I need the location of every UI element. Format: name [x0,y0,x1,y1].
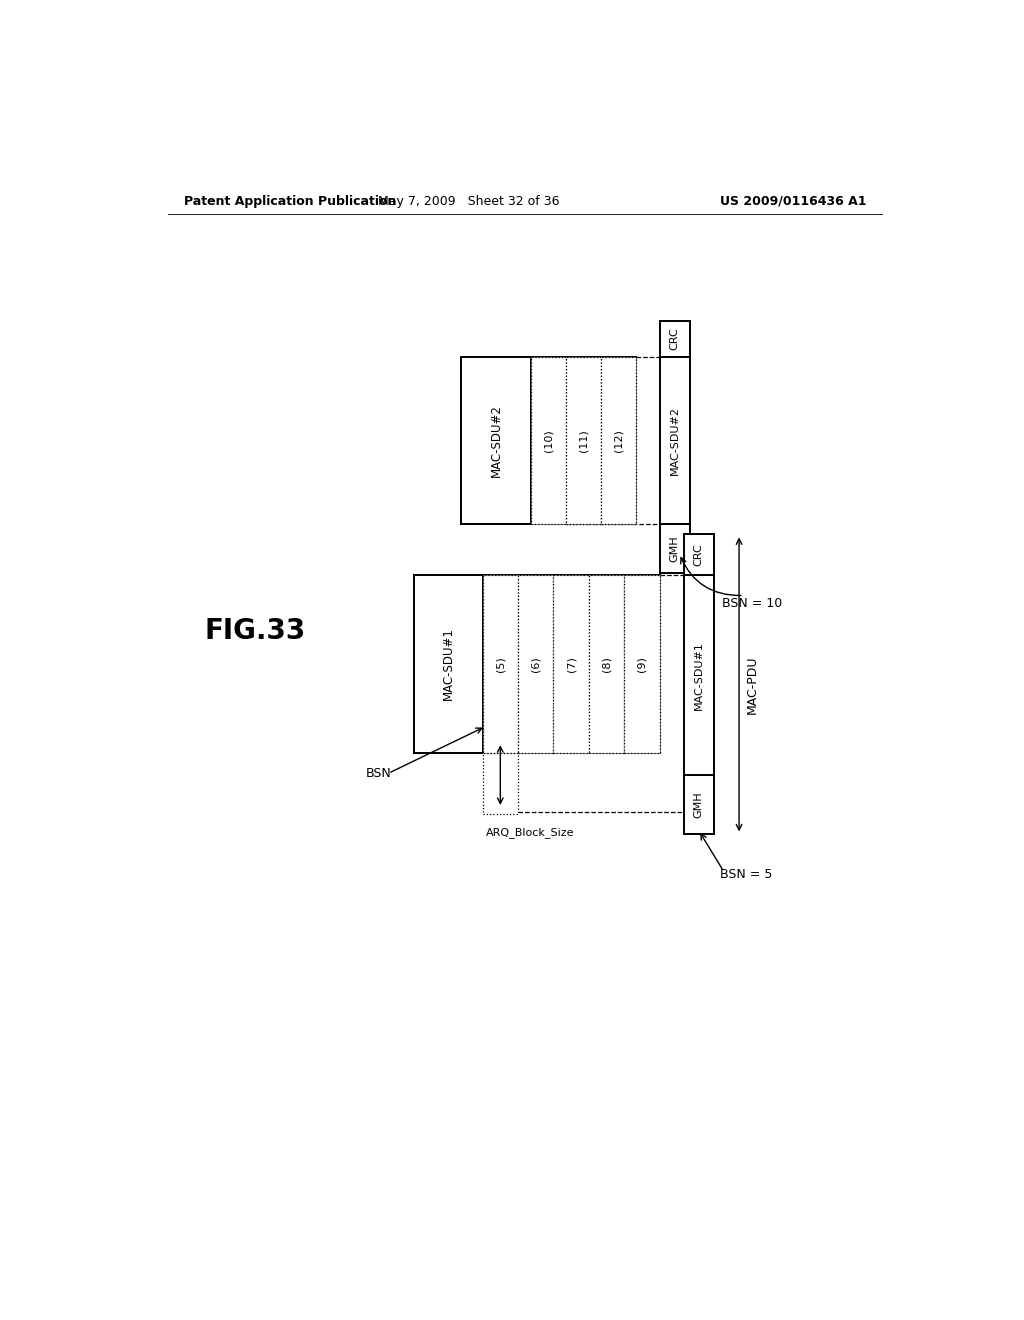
Text: GMH: GMH [693,792,703,818]
Bar [414,576,482,752]
Text: BSN = 10: BSN = 10 [722,597,782,610]
Text: (5): (5) [496,656,505,672]
Text: BSN = 5: BSN = 5 [720,869,772,882]
Bar [482,752,518,814]
Bar [589,576,625,752]
Text: FIG.33: FIG.33 [205,616,305,645]
Text: CRC: CRC [670,327,680,350]
Text: (7): (7) [566,656,577,672]
Text: US 2009/0116436 A1: US 2009/0116436 A1 [720,194,866,207]
Text: BSN: BSN [367,767,392,780]
Text: (6): (6) [530,656,541,672]
Text: (11): (11) [579,429,589,451]
Text: MAC-SDU#1: MAC-SDU#1 [693,640,703,710]
Bar [684,775,714,834]
Bar [531,356,566,524]
Bar [482,576,518,752]
Bar [566,356,601,524]
Text: MAC-SDU#2: MAC-SDU#2 [670,407,680,475]
Text: (10): (10) [544,429,554,451]
Text: ARQ_Block_Size: ARQ_Block_Size [486,826,574,838]
Bar [461,356,636,524]
Bar [684,535,714,576]
Text: MAC-PDU: MAC-PDU [745,655,759,714]
Text: May 7, 2009   Sheet 32 of 36: May 7, 2009 Sheet 32 of 36 [379,194,560,207]
Bar [659,356,690,524]
Bar [461,356,531,524]
Bar [625,576,659,752]
Text: Patent Application Publication: Patent Application Publication [183,194,396,207]
Bar [659,321,690,356]
Text: MAC-SDU#1: MAC-SDU#1 [441,627,455,701]
Text: (9): (9) [637,656,647,672]
Bar [684,576,714,775]
Text: (8): (8) [601,656,611,672]
Bar [601,356,636,524]
Bar [414,576,659,752]
Text: CRC: CRC [693,544,703,566]
Bar [553,576,589,752]
Bar [659,524,690,573]
Text: GMH: GMH [670,536,680,562]
Text: (12): (12) [613,429,624,451]
Bar [518,576,553,752]
Text: MAC-SDU#2: MAC-SDU#2 [489,404,503,477]
